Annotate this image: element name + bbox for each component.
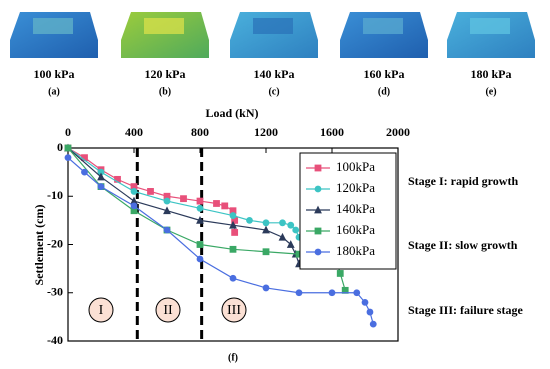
legend-label: 100kPa <box>336 159 375 174</box>
panel-tag: (e) <box>485 86 496 97</box>
marker <box>163 197 171 205</box>
marker <box>328 289 336 297</box>
marker <box>196 255 204 263</box>
y-tick-label: -40 <box>47 333 63 347</box>
marker <box>196 204 204 212</box>
marker <box>231 229 239 236</box>
marker <box>246 216 253 224</box>
marker <box>196 241 204 248</box>
marker <box>229 245 237 253</box>
panel-label: 180 kPa <box>470 67 511 81</box>
x-tick-label: 1600 <box>320 125 344 139</box>
marker <box>64 154 72 162</box>
marker <box>278 232 287 241</box>
marker <box>163 226 171 234</box>
marker <box>262 248 270 256</box>
y-tick-label: -20 <box>47 236 63 250</box>
marker <box>314 248 322 256</box>
stage-circle <box>221 297 247 323</box>
marker <box>81 168 88 176</box>
stage-label: I <box>99 303 104 318</box>
marker <box>64 144 72 152</box>
x-tick-label: 0 <box>65 125 71 139</box>
marker <box>97 183 105 191</box>
y-axis-title: Settlement (cm) <box>32 205 46 286</box>
marker <box>229 212 237 219</box>
y-tick-label: -10 <box>47 188 63 202</box>
marker <box>163 192 171 200</box>
x-tick-label: 1200 <box>254 125 278 139</box>
marker <box>314 205 322 214</box>
marker <box>229 220 237 229</box>
panel-tag: (d) <box>378 86 390 97</box>
stage-label: II <box>163 303 173 318</box>
stage-note: Stage III: failure stage <box>408 303 523 317</box>
stage-circle <box>155 297 181 323</box>
marker <box>262 225 270 234</box>
y-tick-label: -30 <box>47 285 63 299</box>
marker <box>114 175 121 183</box>
marker <box>130 183 138 190</box>
marker <box>130 202 138 210</box>
marker <box>295 250 303 258</box>
x-axis-title: Load (kN) <box>205 106 258 120</box>
marker <box>97 168 105 176</box>
stage-note: Stage II: slow growth <box>408 238 518 252</box>
panel-label: 100 kPa <box>33 67 74 81</box>
stage-note: Stage I: rapid growth <box>408 174 518 188</box>
marker <box>314 164 322 172</box>
marker <box>196 197 204 205</box>
stage-label: III <box>227 303 241 318</box>
marker <box>369 320 377 328</box>
panel-images <box>10 12 535 58</box>
marker <box>295 289 303 297</box>
marker <box>262 284 270 292</box>
marker <box>279 219 286 227</box>
x-tick-label: 2000 <box>386 125 410 139</box>
marker <box>292 226 300 234</box>
marker <box>314 227 322 235</box>
marker <box>97 172 105 181</box>
marker <box>147 188 154 195</box>
marker <box>361 299 369 306</box>
panel-tag: (b) <box>159 86 171 97</box>
marker <box>196 215 204 224</box>
marker <box>229 274 237 282</box>
legend-label: 140kPa <box>336 201 375 216</box>
marker <box>130 207 138 215</box>
marker <box>341 286 349 294</box>
marker <box>221 202 229 210</box>
marker <box>287 221 295 229</box>
marker <box>81 154 88 162</box>
marker <box>231 216 239 224</box>
marker <box>163 206 171 215</box>
panel-label: 140 kPa <box>253 67 294 81</box>
x-tick-label: 800 <box>191 125 209 139</box>
panel-label: 160 kPa <box>363 67 404 81</box>
marker <box>262 219 270 227</box>
marker <box>314 185 322 193</box>
stage-circle <box>88 297 114 323</box>
marker <box>130 188 138 195</box>
panel-tag: (a) <box>48 86 60 97</box>
x-tick-label: 400 <box>125 125 143 139</box>
caption: (f) <box>228 352 238 363</box>
marker <box>336 270 344 277</box>
marker <box>366 308 374 316</box>
y-tick-label: 0 <box>57 140 63 154</box>
legend-label: 120kPa <box>336 180 375 195</box>
marker <box>286 240 295 248</box>
marker <box>353 289 361 297</box>
panel-label: 120 kPa <box>144 67 185 81</box>
panel-tag: (c) <box>268 86 279 97</box>
marker <box>180 195 187 203</box>
marker <box>130 196 138 205</box>
legend-label: 160kPa <box>336 222 375 237</box>
series-line <box>67 147 300 264</box>
legend-label: 180kPa <box>336 243 375 258</box>
legend: 100kPa 120kPa 140kPa 160kPa 180kPa <box>299 152 397 270</box>
marker <box>213 200 220 207</box>
marker <box>229 207 237 215</box>
